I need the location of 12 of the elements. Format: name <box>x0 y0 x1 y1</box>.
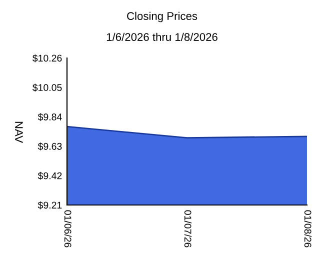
y-tick-label: $10.26 <box>32 54 62 62</box>
y-tick-label: $9.63 <box>38 142 62 150</box>
x-tick-label: 01/08/26 <box>304 210 312 248</box>
x-tick-label: 01/07/26 <box>184 210 192 248</box>
y-tick-label: $10.05 <box>32 84 62 92</box>
y-tick-label: $9.84 <box>38 113 62 121</box>
y-tick-label: $9.21 <box>38 201 62 210</box>
y-axis-title: NAV <box>15 122 23 143</box>
chart-title: Closing Prices <box>127 12 198 22</box>
x-tick-label: 01/06/26 <box>64 210 72 248</box>
chart-subtitle: 1/6/2026 thru 1/8/2026 <box>106 32 218 41</box>
y-tick-label: $9.42 <box>38 172 62 180</box>
